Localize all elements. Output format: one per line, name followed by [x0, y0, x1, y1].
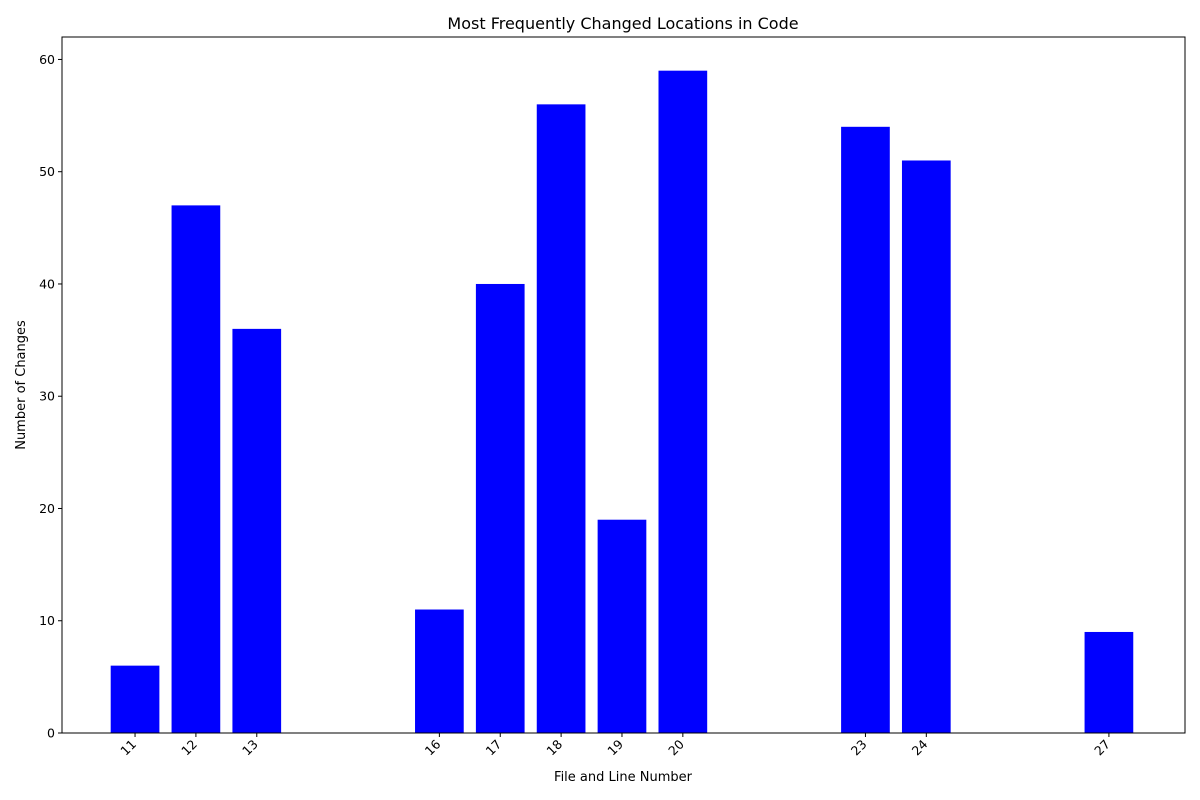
x-tick-label: 20 — [665, 736, 687, 758]
bar-23 — [841, 126, 890, 733]
y-axis-title: Number of Changes — [14, 320, 29, 450]
x-tick-label: 27 — [1091, 737, 1113, 759]
bar-27 — [1084, 631, 1134, 733]
bar-20 — [658, 70, 708, 733]
x-tick-label: 18 — [543, 736, 565, 758]
x-axis-title: File and Line Number — [554, 770, 693, 785]
bars-group — [110, 70, 1134, 734]
x-tick-label: 12 — [178, 737, 200, 759]
plot-frame — [61, 36, 1186, 734]
bar-18 — [536, 104, 586, 733]
y-tick-label: 40 — [39, 276, 55, 291]
bar-19 — [597, 519, 647, 733]
bar-12 — [171, 205, 221, 734]
x-tick-label: 11 — [117, 737, 139, 759]
y-tick-label: 10 — [39, 613, 55, 628]
x-tick-label: 17 — [483, 737, 505, 759]
y-tick-label: 0 — [47, 726, 55, 741]
y-axis: 0 10 20 30 40 50 60 — [39, 52, 62, 741]
x-tick-label: 16 — [422, 736, 444, 758]
x-tick-label: 23 — [848, 737, 870, 759]
chart-title: Most Frequently Changed Locations in Cod… — [447, 14, 798, 33]
x-tick-label: 24 — [909, 736, 931, 758]
x-axis: 11 12 13 16 17 18 19 20 23 24 27 — [117, 733, 1113, 758]
y-tick-label: 20 — [39, 501, 55, 516]
bar-17 — [475, 283, 525, 733]
bar-11 — [110, 665, 160, 733]
x-tick-label: 19 — [604, 736, 626, 758]
y-tick-label: 30 — [39, 389, 55, 404]
x-tick-label: 13 — [239, 737, 261, 759]
y-tick-label: 50 — [39, 164, 55, 179]
y-tick-label: 60 — [39, 52, 55, 67]
bar-16 — [415, 609, 464, 733]
bar-24 — [901, 160, 951, 733]
bar-13 — [232, 328, 282, 733]
